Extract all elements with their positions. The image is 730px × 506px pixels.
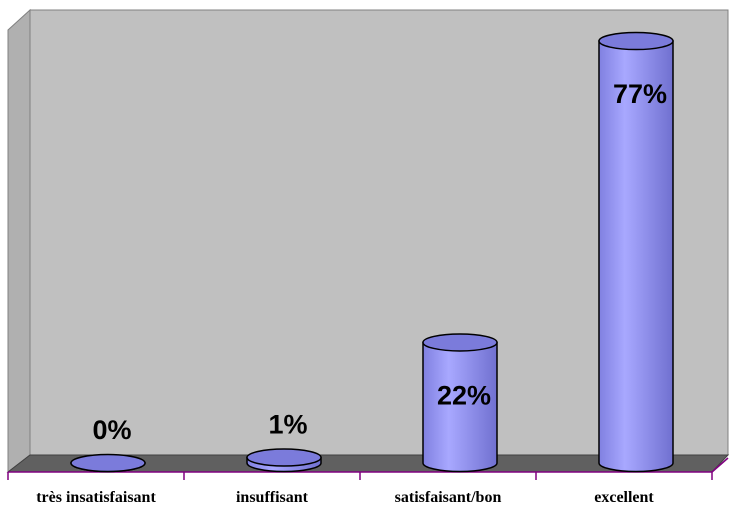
cylinder-body	[598, 40, 674, 473]
cylinder-top	[422, 333, 498, 352]
x-tick-label: excellent	[594, 489, 654, 506]
cylinder-top	[70, 453, 146, 473]
cylinder-top	[246, 448, 322, 467]
side-wall	[7, 8, 31, 474]
data-label: 0%	[92, 415, 131, 445]
x-tick-label: insuffisant	[236, 489, 309, 506]
cylinder-top	[598, 31, 674, 51]
x-tick-label: satisfaisant/bon	[395, 489, 502, 506]
x-tick-label: très insatisfaisant	[36, 489, 156, 506]
cylinder-body	[422, 341, 498, 473]
data-label: 77%	[613, 79, 667, 109]
data-label: 22%	[437, 380, 491, 410]
data-label: 1%	[268, 410, 307, 440]
x-axis-depth	[711, 457, 729, 473]
